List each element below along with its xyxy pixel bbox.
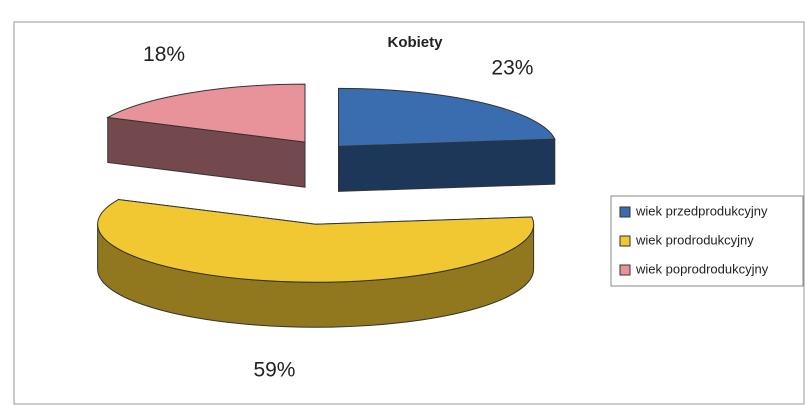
- slice-side: [338, 138, 556, 192]
- legend-swatch: [619, 264, 631, 276]
- slice: [338, 87, 556, 147]
- slice: [106, 83, 306, 143]
- legend-label: wiek poprodrodukcyjny: [635, 261, 769, 276]
- data-label: 23%: [491, 57, 533, 80]
- legend-label: wiek prodrodukcyjny: [635, 232, 754, 247]
- legend-label: wiek przedprodukcyjny: [635, 203, 768, 218]
- chart-title: Kobiety: [387, 34, 443, 51]
- data-label: 18%: [143, 43, 185, 66]
- legend-swatch: [619, 206, 631, 218]
- legend-box: [610, 195, 804, 287]
- slice: [97, 199, 535, 283]
- data-label: 59%: [253, 359, 295, 382]
- legend-swatch: [619, 235, 631, 247]
